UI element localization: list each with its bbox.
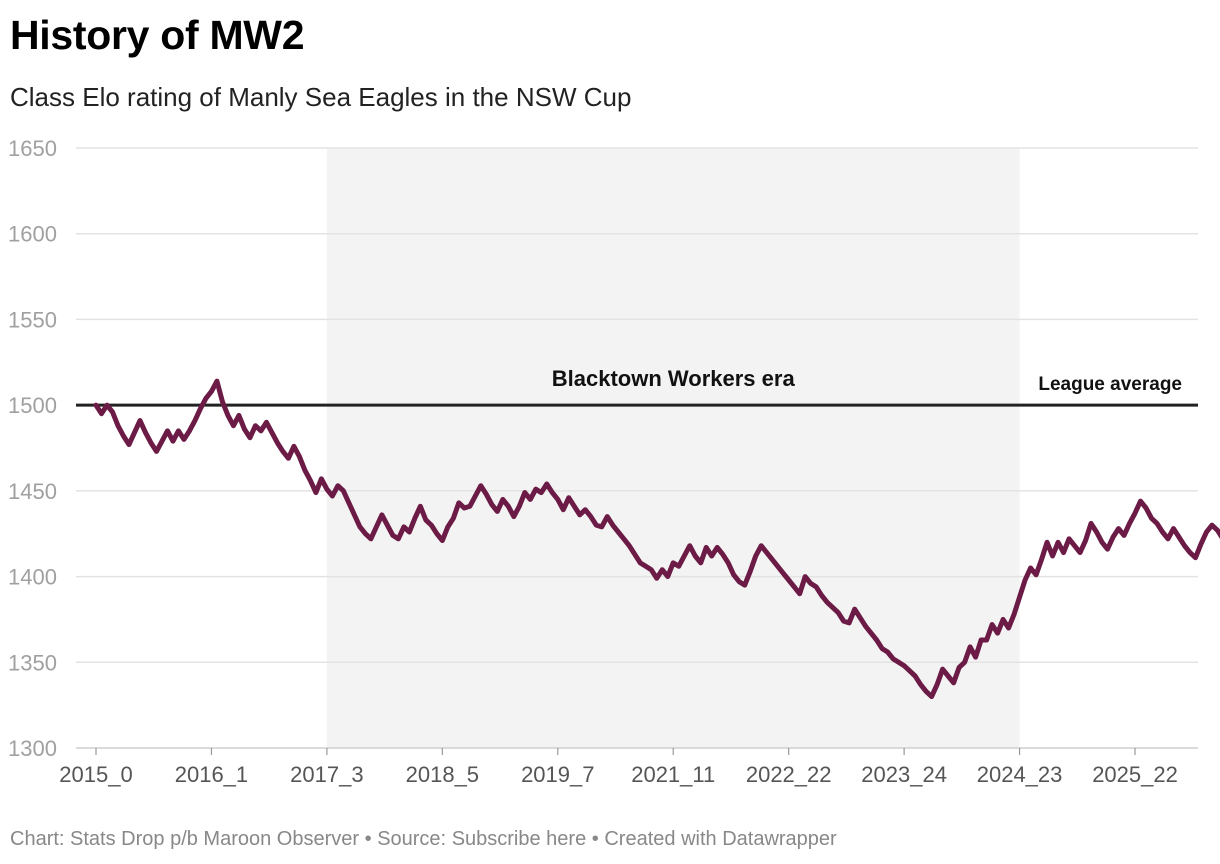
x-tick-label: 2025_22 xyxy=(1092,762,1178,787)
league-average-label: League average xyxy=(1038,374,1182,395)
footer-created: Created with Datawrapper xyxy=(604,828,837,850)
footer-credit: Stats Drop p/b Maroon Observer xyxy=(70,828,360,850)
y-tick-label: 1650 xyxy=(8,136,57,161)
x-axis-ticks: 2015_0 2016_1 2017_3 2018_5 2019_7 2021_11 202… xyxy=(59,748,1178,787)
x-tick-label: 2017_3 xyxy=(290,762,363,787)
footer: Chart: Stats Drop p/b Maroon Observer • … xyxy=(10,828,837,851)
x-tick-label: 2022_22 xyxy=(746,762,832,787)
footer-chart-label: Chart: xyxy=(10,828,65,850)
x-tick-label: 2023_24 xyxy=(861,762,947,787)
footer-separator: • xyxy=(591,828,599,850)
y-tick-label: 1300 xyxy=(8,736,57,761)
x-tick-label: 2019_7 xyxy=(521,762,594,787)
footer-source-link[interactable]: Subscribe here xyxy=(451,828,587,850)
y-axis-ticks: 1300 1350 1400 1450 1500 1550 1600 1650 xyxy=(8,136,57,761)
chart-title: History of MW2 xyxy=(10,12,305,58)
x-tick-label: 2016_1 xyxy=(175,762,248,787)
era-label: Blacktown Workers era xyxy=(552,366,796,391)
y-tick-label: 1600 xyxy=(8,222,57,247)
y-tick-label: 1500 xyxy=(8,393,57,418)
y-tick-label: 1550 xyxy=(8,307,57,332)
chart-subtitle: Class Elo rating of Manly Sea Eagles in … xyxy=(10,82,632,112)
footer-source-label: Source: xyxy=(377,828,447,850)
era-band xyxy=(326,148,1020,748)
footer-separator: • xyxy=(364,828,372,850)
x-tick-label: 2018_5 xyxy=(406,762,479,787)
y-tick-label: 1350 xyxy=(8,650,57,675)
y-tick-label: 1400 xyxy=(8,565,57,590)
series-line-manly xyxy=(93,378,1220,700)
y-tick-label: 1450 xyxy=(8,479,57,504)
x-tick-label: 2024_23 xyxy=(977,762,1063,787)
x-tick-label: 2015_0 xyxy=(59,762,132,787)
x-tick-label: 2021_11 xyxy=(631,762,715,787)
